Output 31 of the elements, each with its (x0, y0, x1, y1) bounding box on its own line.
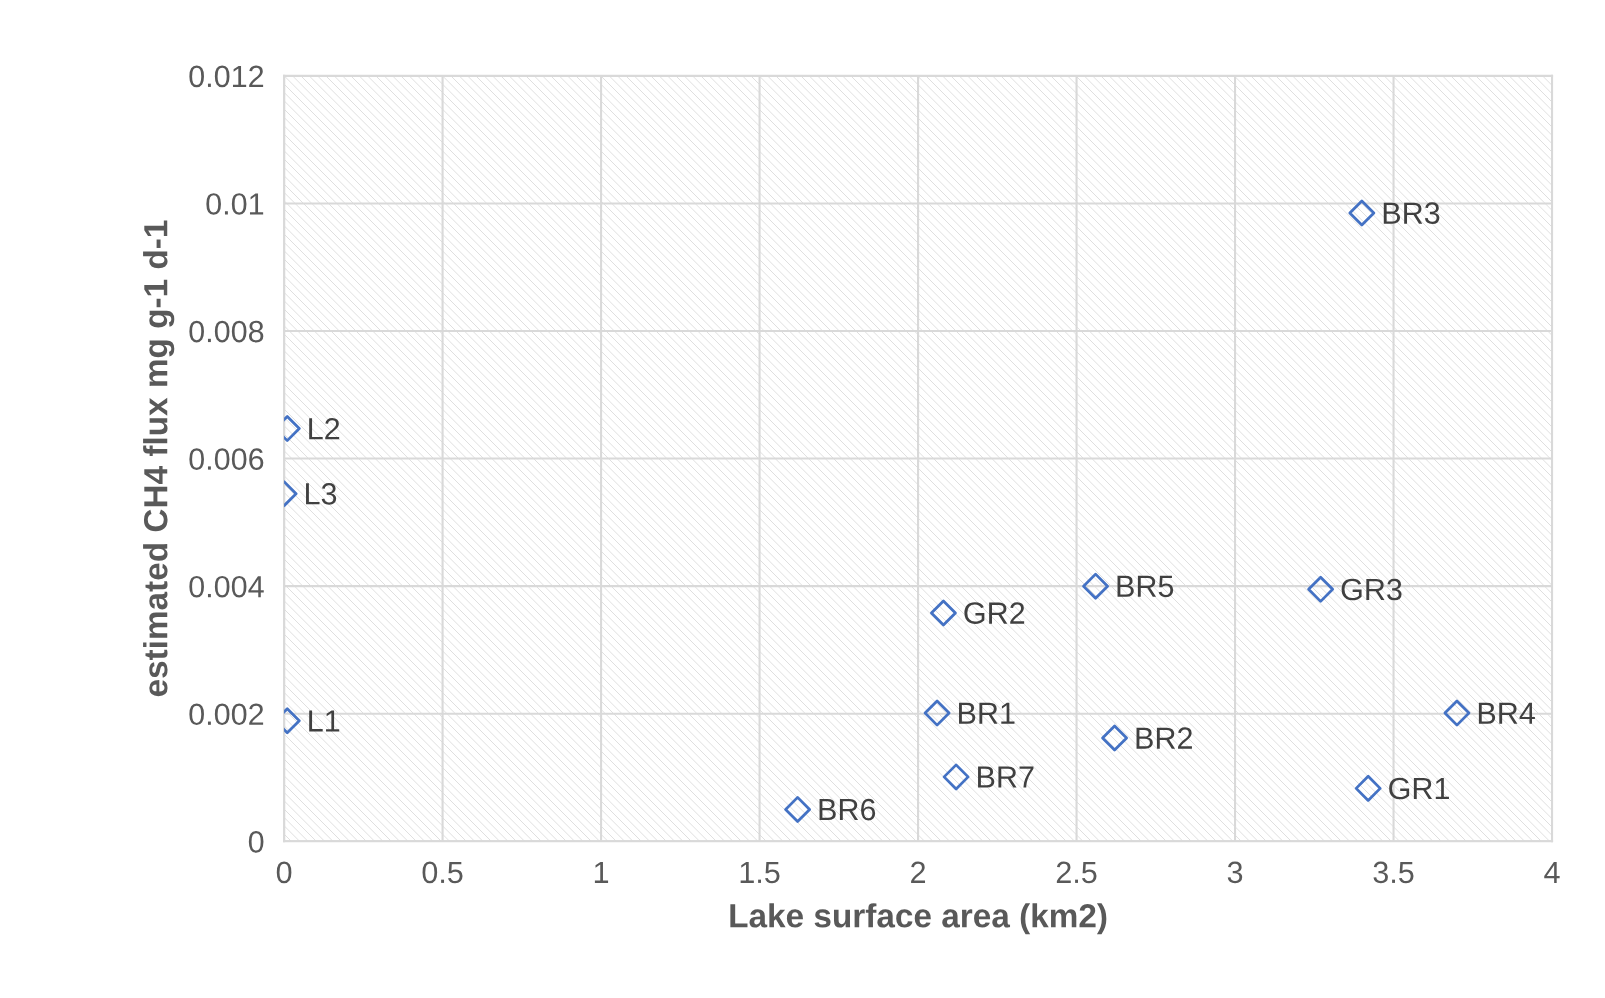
x-tick-label: 3.5 (1373, 861, 1414, 884)
y-tick-label: 0.01 (206, 193, 264, 215)
annotation: BR2 (1136, 727, 1192, 749)
annotation: BR6 (819, 798, 876, 821)
y-tick-label: 0.012 (189, 65, 264, 88)
y-tick-label: 0.006 (189, 448, 264, 470)
annotation: L1 (309, 710, 340, 732)
y-tick-label: 0 (248, 831, 264, 853)
annotation: L2 (309, 417, 340, 440)
annotation: BR4 (1478, 702, 1535, 724)
x-tick-label: 4 (1544, 861, 1560, 883)
y-axis-title: estimated CH4 flux mg g-1 d-1 (143, 220, 175, 697)
y-tick-label: 0.004 (189, 575, 264, 598)
x-tick-label: 2 (911, 861, 926, 883)
x-tick-label: 0 (276, 861, 292, 884)
x-tick-label: 0.5 (422, 861, 463, 884)
x-tick-label: 1 (594, 861, 609, 883)
x-tick-label: 2.5 (1056, 861, 1097, 884)
annotation: GR2 (964, 602, 1025, 624)
x-axis-title: Lake surface area (km2) (730, 903, 1107, 935)
y-tick-label: 0.008 (189, 320, 264, 343)
annotation: GR1 (1389, 777, 1449, 800)
annotation: L3 (306, 483, 337, 505)
x-tick-label: 3 (1227, 861, 1243, 884)
annotation: BR7 (978, 766, 1034, 788)
annotation: BR1 (959, 702, 1015, 724)
x-tick-label: 1.5 (740, 861, 780, 884)
annotation: BR5 (1117, 575, 1174, 598)
annotation: GR3 (1341, 578, 1402, 601)
y-tick-label: 0.002 (189, 703, 264, 726)
annotation: BR3 (1383, 202, 1440, 224)
